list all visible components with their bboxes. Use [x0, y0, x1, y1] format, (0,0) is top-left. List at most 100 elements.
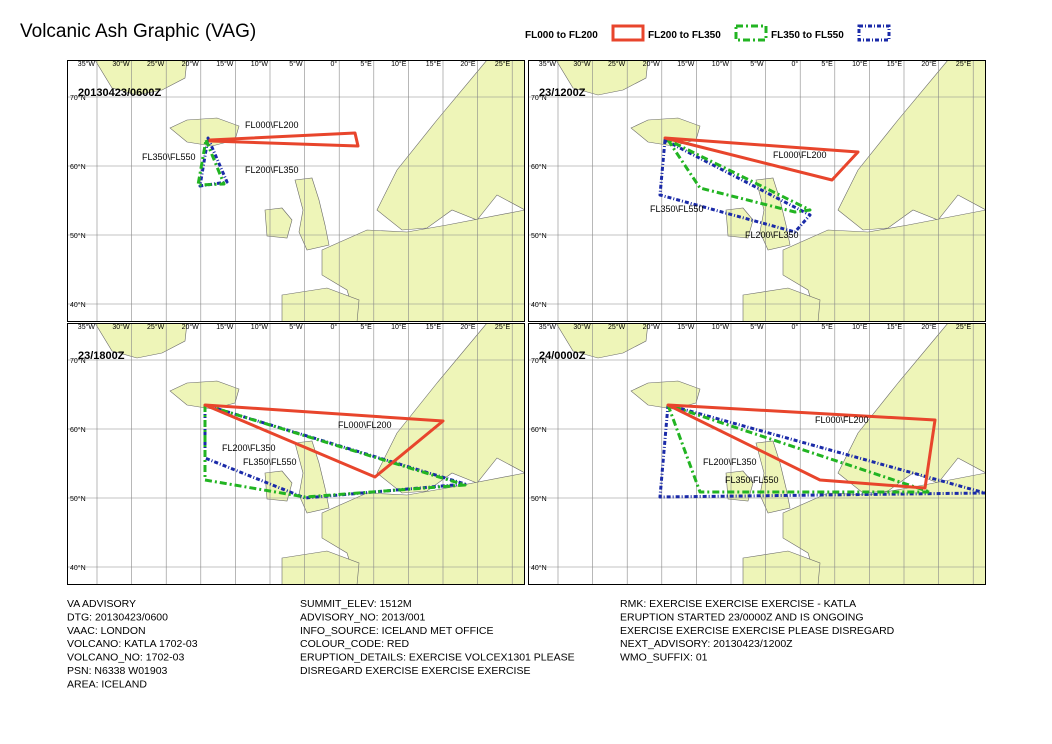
latitude-label: 70°N: [70, 94, 86, 102]
longitude-label: 10°E: [852, 323, 868, 331]
latitude-label: 40°N: [531, 564, 547, 572]
land: [294, 440, 330, 514]
land: [264, 207, 293, 239]
longitude-label: 25°W: [608, 60, 626, 68]
latitude-label: 60°N: [70, 426, 86, 434]
longitude-label: 0°: [791, 60, 798, 68]
longitude-label: 10°W: [251, 323, 269, 331]
advisory-line: DISREGARD EXERCISE EXERCISE EXERCISE: [300, 665, 530, 677]
advisory-line: RMK: EXERCISE EXERCISE EXERCISE - KATLA: [620, 598, 856, 610]
latitude-label: 40°N: [70, 301, 86, 309]
map-panel: 35°W 30°W 25°W 20°W 15°W 10°W 5°W 0° 5°E 10°E 15°E…: [67, 323, 525, 585]
longitude-label: 20°E: [921, 323, 937, 331]
longitude-label: 35°W: [78, 60, 96, 68]
longitude-label: 20°W: [643, 60, 661, 68]
legend-swatch: [734, 24, 768, 42]
advisory-line: AREA: ICELAND: [67, 678, 147, 690]
advisory-line: EXERCISE EXERCISE EXERCISE PLEASE DISREG…: [620, 625, 895, 637]
longitude-label: 15°E: [887, 323, 903, 331]
panel-label: 23/1800Z: [78, 350, 125, 362]
advisory-line: VOLCANO: KATLA 1702-03: [67, 638, 198, 650]
land: [94, 323, 188, 359]
latitude-label: 70°N: [531, 357, 547, 365]
land: [376, 323, 525, 494]
land: [555, 60, 649, 96]
latitude-label: 50°N: [70, 232, 86, 240]
advisory-line: ERUPTION STARTED 23/0000Z AND IS ONGOING: [620, 611, 864, 623]
longitude-label: 30°W: [112, 323, 130, 331]
latitude-label: 50°N: [531, 495, 547, 503]
longitude-label: 35°W: [539, 323, 557, 331]
land: [94, 60, 188, 96]
longitude-label: 20°W: [643, 323, 661, 331]
longitude-label: 35°W: [539, 60, 557, 68]
longitude-label: 0°: [330, 323, 337, 331]
longitude-label: 20°W: [182, 323, 200, 331]
longitude-label: 15°W: [216, 323, 234, 331]
ash-polygon: [203, 403, 467, 500]
land: [376, 60, 525, 231]
longitude-label: 20°E: [460, 323, 476, 331]
map-panel: 35°W 30°W 25°W 20°W 15°W 10°W 5°W 0° 5°E 10°E 15°E…: [528, 323, 986, 585]
longitude-label: 10°E: [852, 60, 868, 68]
advisory-line: ADVISORY_NO: 2013/001: [300, 611, 425, 623]
legend-swatch: [857, 24, 891, 42]
ash-polygon: [666, 403, 932, 494]
polygon-label: FL200\FL350: [745, 230, 799, 240]
longitude-label: 25°W: [608, 323, 626, 331]
land: [169, 380, 240, 410]
longitude-label: 15°W: [677, 60, 695, 68]
polygon-label: FL350\FL550: [142, 152, 196, 162]
land: [755, 177, 791, 251]
panel-frame: [528, 323, 986, 585]
advisory-line: SUMMIT_ELEV: 1512M: [300, 598, 412, 610]
panel-label: 23/1200Z: [539, 87, 586, 99]
longitude-label: 20°W: [182, 60, 200, 68]
polygon-label: FL350\FL550: [243, 457, 297, 467]
longitude-label: 0°: [330, 60, 337, 68]
panel-frame: [67, 60, 525, 322]
longitude-label: 10°W: [712, 60, 730, 68]
polygon-label: FL000\FL200: [773, 150, 827, 160]
longitude-label: 5°W: [289, 323, 303, 331]
longitude-label: 25°E: [495, 323, 511, 331]
advisory-line: VOLCANO_NO: 1702-03: [67, 652, 184, 664]
longitude-label: 30°W: [573, 323, 591, 331]
advisory-line: WMO_SUFFIX: 01: [620, 652, 708, 664]
panel-label: 24/0000Z: [539, 350, 586, 362]
longitude-label: 5°E: [821, 60, 833, 68]
map-panel: 35°W 30°W 25°W 20°W 15°W 10°W 5°W 0° 5°E 10°E 15°E…: [67, 60, 525, 322]
longitude-label: 30°W: [112, 60, 130, 68]
longitude-label: 25°E: [495, 60, 511, 68]
legend-label: FL000 to FL200: [525, 30, 598, 41]
ash-polygon: [666, 403, 937, 490]
longitude-label: 15°E: [426, 60, 442, 68]
ash-polygon: [208, 131, 360, 148]
advisory-line: ERUPTION_DETAILS: EXERCISE VOLCEX1301 PL…: [300, 652, 575, 664]
ash-polygon: [203, 403, 445, 479]
land: [294, 177, 330, 251]
land: [837, 60, 986, 231]
longitude-label: 5°E: [360, 323, 372, 331]
advisory-line: COLOUR_CODE: RED: [300, 638, 410, 650]
polygon-label: FL200\FL350: [222, 443, 276, 453]
longitude-label: 15°W: [677, 323, 695, 331]
longitude-label: 5°E: [821, 323, 833, 331]
polygon-label: FL200\FL350: [245, 165, 299, 175]
longitude-label: 35°W: [78, 323, 96, 331]
map-panel: 35°W 30°W 25°W 20°W 15°W 10°W 5°W 0° 5°E 10°E 15°E…: [528, 60, 986, 322]
longitude-label: 0°: [791, 323, 798, 331]
longitude-label: 25°E: [956, 323, 972, 331]
land: [782, 209, 986, 322]
latitude-label: 60°N: [70, 163, 86, 171]
longitude-label: 10°W: [712, 323, 730, 331]
longitude-label: 10°W: [251, 60, 269, 68]
land: [321, 209, 525, 322]
latitude-label: 70°N: [531, 94, 547, 102]
longitude-label: 5°W: [750, 323, 764, 331]
latitude-label: 70°N: [70, 357, 86, 365]
longitude-label: 15°W: [216, 60, 234, 68]
longitude-label: 15°E: [426, 323, 442, 331]
